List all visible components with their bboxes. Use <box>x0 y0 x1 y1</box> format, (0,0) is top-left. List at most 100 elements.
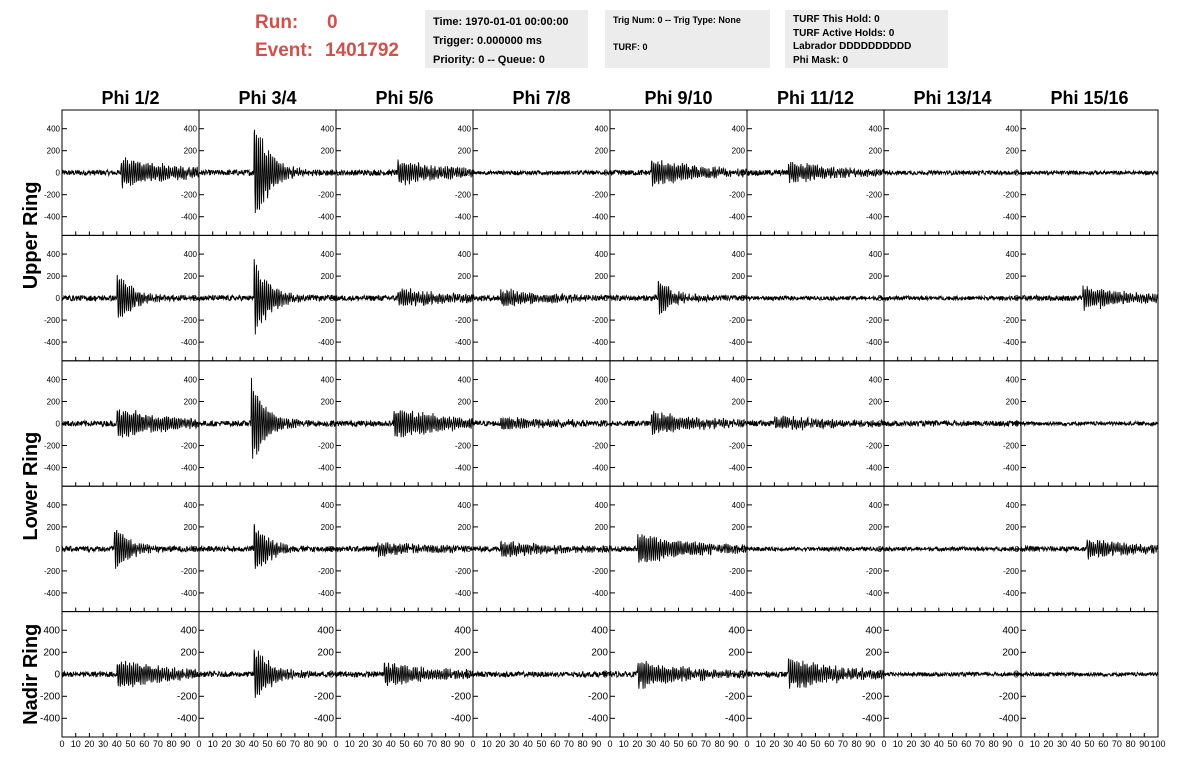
waveform <box>198 259 337 335</box>
y-tick-label: -200 <box>1003 442 1020 451</box>
x-tick-label: 60 <box>550 739 560 749</box>
waveform <box>61 274 200 318</box>
y-tick-label: -200 <box>451 691 471 702</box>
column-title: Phi 9/10 <box>644 88 712 108</box>
x-tick-label: 80 <box>715 739 725 749</box>
y-tick-label: 0 <box>741 420 746 429</box>
y-tick-label: -200 <box>592 567 609 576</box>
column-title: Phi 1/2 <box>101 88 159 108</box>
y-tick-label: 0 <box>193 420 198 429</box>
y-tick-label: 200 <box>728 647 745 658</box>
y-tick-label: 400 <box>869 376 883 385</box>
y-tick-label: -400 <box>455 338 472 347</box>
y-tick-label: 0 <box>193 545 198 554</box>
x-tick-label: 70 <box>153 739 163 749</box>
y-tick-label: 400 <box>47 125 61 134</box>
info-line: Labrador DDDDDDDDDD <box>793 41 912 52</box>
x-tick-label: 40 <box>1071 739 1081 749</box>
y-tick-label: 200 <box>869 523 883 532</box>
y-tick-label: 400 <box>184 376 198 385</box>
y-tick-label: 0 <box>602 669 608 680</box>
x-tick-label: 80 <box>167 739 177 749</box>
y-tick-label: 200 <box>321 523 335 532</box>
x-tick-label: 20 <box>632 739 642 749</box>
y-tick-label: 0 <box>191 669 197 680</box>
y-tick-label: 0 <box>193 294 198 303</box>
y-tick-label: 0 <box>465 669 471 680</box>
waveform <box>746 658 885 689</box>
y-tick-label: 400 <box>321 125 335 134</box>
y-tick-label: 400 <box>317 625 334 636</box>
y-tick-label: 400 <box>458 250 472 259</box>
y-tick-label: 200 <box>47 398 61 407</box>
ring-label: Lower Ring <box>20 432 42 541</box>
waveform <box>335 662 474 687</box>
y-tick-label: 0 <box>1015 420 1020 429</box>
time-box: Time: 1970-01-01 00:00:00 Trigger: 0.000… <box>425 10 588 68</box>
x-tick-label: 10 <box>893 739 903 749</box>
x-tick-label: 70 <box>427 739 437 749</box>
y-tick-label: 200 <box>595 147 609 156</box>
y-tick-label: 200 <box>1006 523 1020 532</box>
y-tick-label: 400 <box>869 501 883 510</box>
y-tick-label: -400 <box>866 589 883 598</box>
x-tick-label: 30 <box>509 739 519 749</box>
x-tick-label: 80 <box>989 739 999 749</box>
waveform <box>61 157 200 189</box>
x-tick-label: 60 <box>824 739 834 749</box>
y-tick-label: -400 <box>44 213 61 222</box>
y-tick-label: 400 <box>180 625 197 636</box>
waveform <box>746 161 885 184</box>
x-tick-label: 10 <box>1030 739 1040 749</box>
y-tick-label: -200 <box>455 191 472 200</box>
y-tick-label: 400 <box>732 501 746 510</box>
x-tick-label: 30 <box>372 739 382 749</box>
y-tick-label: -400 <box>177 713 197 724</box>
x-tick-label: 40 <box>112 739 122 749</box>
x-tick-label: 50 <box>810 739 820 749</box>
waveform <box>335 410 474 438</box>
column-title: Phi 7/8 <box>512 88 570 108</box>
waveform <box>609 160 748 187</box>
x-tick-label: 40 <box>523 739 533 749</box>
y-tick-label: -200 <box>181 442 198 451</box>
x-tick-label: 0 <box>1018 739 1023 749</box>
y-tick-label: -200 <box>866 442 883 451</box>
y-tick-label: -200 <box>455 567 472 576</box>
waveform <box>883 169 1022 177</box>
y-tick-label: -200 <box>729 191 746 200</box>
y-tick-label: -200 <box>866 316 883 325</box>
waveform <box>884 671 1022 678</box>
column-title: Phi 13/14 <box>913 88 991 108</box>
x-tick-label: 60 <box>413 739 423 749</box>
y-tick-label: -400 <box>318 464 335 473</box>
y-tick-label: 400 <box>1006 125 1020 134</box>
y-tick-label: -200 <box>314 691 334 702</box>
y-tick-label: 200 <box>869 272 883 281</box>
y-tick-label: -200 <box>862 691 882 702</box>
x-tick-label: 30 <box>920 739 930 749</box>
y-tick-label: 200 <box>1002 647 1019 658</box>
y-tick-label: 0 <box>741 169 746 178</box>
y-tick-label: 200 <box>184 398 198 407</box>
y-tick-label: -400 <box>181 589 198 598</box>
y-tick-label: -400 <box>588 713 608 724</box>
y-tick-label: 0 <box>878 545 883 554</box>
y-tick-label: -400 <box>729 464 746 473</box>
y-tick-label: -200 <box>725 691 745 702</box>
y-tick-label: 0 <box>467 169 472 178</box>
y-tick-label: 0 <box>604 420 609 429</box>
y-tick-label: -200 <box>318 191 335 200</box>
y-tick-label: 200 <box>184 147 198 156</box>
y-tick-label: 200 <box>43 647 60 658</box>
x-tick-label: 10 <box>345 739 355 749</box>
waveform <box>1020 670 1159 678</box>
y-tick-label: -200 <box>999 691 1019 702</box>
y-tick-label: 200 <box>458 272 472 281</box>
y-tick-label: 200 <box>595 272 609 281</box>
ring-label: Upper Ring <box>20 182 42 290</box>
y-tick-label: -200 <box>866 191 883 200</box>
turf-box: TURF This Hold: 0 TURF Active Holds: 0 L… <box>785 10 948 68</box>
x-tick-label: 10 <box>619 739 629 749</box>
